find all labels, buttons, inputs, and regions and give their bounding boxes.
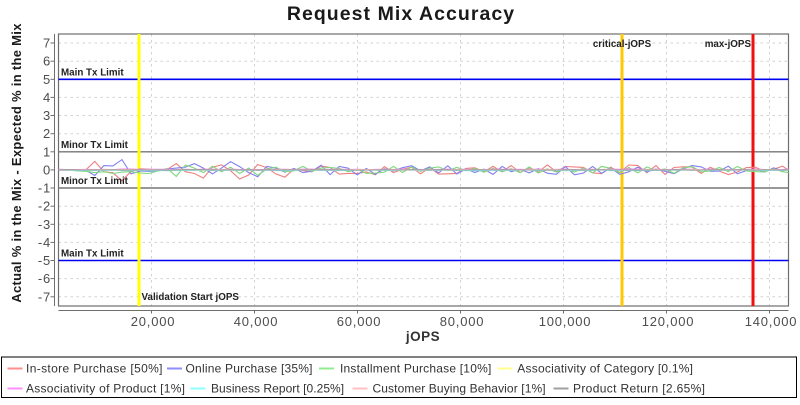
svg-text:Main Tx Limit: Main Tx Limit (61, 68, 124, 79)
svg-text:60,000: 60,000 (337, 314, 382, 329)
svg-text:critical-jOPS: critical-jOPS (593, 39, 652, 50)
svg-text:Online Purchase [35%]: Online Purchase [35%] (186, 362, 313, 376)
svg-text:Validation Start jOPS: Validation Start jOPS (142, 292, 240, 303)
svg-text:-2: -2 (38, 199, 51, 214)
svg-text:max-jOPS: max-jOPS (705, 39, 752, 50)
svg-text:Minor Tx Limit: Minor Tx Limit (61, 140, 129, 151)
svg-text:7: 7 (43, 36, 51, 51)
svg-text:-3: -3 (38, 217, 51, 232)
svg-text:Business Report [0.25%]: Business Report [0.25%] (211, 382, 344, 396)
svg-text:40,000: 40,000 (234, 314, 279, 329)
svg-text:Actual % in the Mix - Expected: Actual % in the Mix - Expected % in the … (9, 23, 24, 303)
svg-text:Main Tx Limit: Main Tx Limit (61, 249, 124, 260)
svg-text:1: 1 (43, 144, 51, 159)
svg-text:Minor Tx Limit: Minor Tx Limit (61, 176, 129, 187)
svg-text:Customer Buying Behavior [1%]: Customer Buying Behavior [1%] (373, 382, 546, 396)
svg-text:20,000: 20,000 (131, 314, 176, 329)
svg-text:-7: -7 (38, 289, 51, 304)
svg-text:2: 2 (43, 126, 51, 141)
svg-text:0: 0 (43, 162, 51, 177)
svg-text:80,000: 80,000 (440, 314, 485, 329)
svg-text:120,000: 120,000 (642, 314, 695, 329)
svg-text:-4: -4 (38, 235, 51, 250)
svg-text:Associativity of Product [1%]: Associativity of Product [1%] (26, 382, 185, 396)
svg-text:-5: -5 (38, 253, 51, 268)
svg-text:-1: -1 (38, 181, 51, 196)
svg-text:140,000: 140,000 (745, 314, 798, 329)
svg-text:jOPS: jOPS (405, 329, 440, 344)
svg-text:6: 6 (43, 54, 51, 69)
svg-text:5: 5 (43, 72, 51, 87)
svg-text:In-store Purchase [50%]: In-store Purchase [50%] (26, 362, 163, 376)
svg-text:Request Mix Accuracy: Request Mix Accuracy (287, 3, 515, 25)
svg-text:Installment Purchase [10%]: Installment Purchase [10%] (340, 362, 491, 376)
svg-text:3: 3 (43, 108, 51, 123)
svg-text:-6: -6 (38, 271, 51, 286)
svg-text:Associativity of Category [0.1: Associativity of Category [0.1%] (517, 362, 693, 376)
svg-text:100,000: 100,000 (539, 314, 592, 329)
svg-text:4: 4 (43, 90, 51, 105)
svg-text:Product Return [2.65%]: Product Return [2.65%] (573, 382, 705, 396)
